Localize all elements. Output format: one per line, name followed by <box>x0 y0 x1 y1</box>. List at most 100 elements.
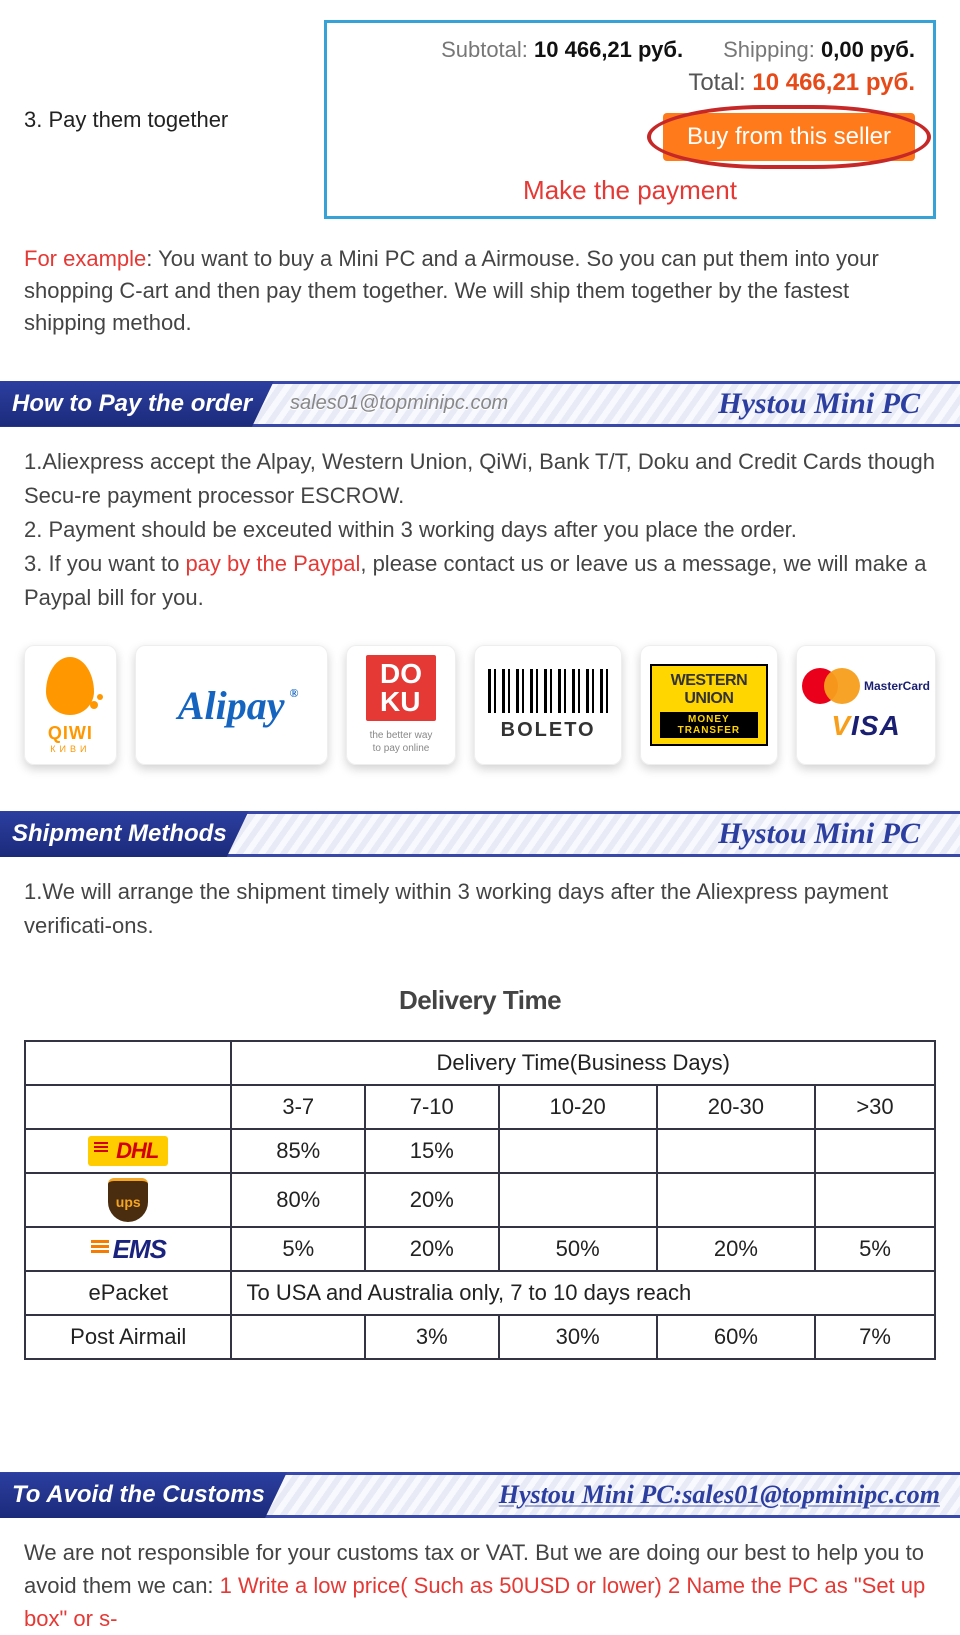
shipment-text: 1.We will arrange the shipment timely wi… <box>0 857 960 967</box>
epacket-label: ePacket <box>25 1271 231 1315</box>
subtotal-line: Subtotal: 10 466,21 руб. Shipping: 0,00 … <box>345 37 915 63</box>
table-row-ems: EMS 5% 20% 50% 20% 5% <box>25 1227 935 1271</box>
dhl-cell: DHL <box>25 1129 231 1173</box>
ems-3: 20% <box>657 1227 815 1271</box>
total-value: 10 466,21 руб. <box>752 69 915 96</box>
airmail-4: 7% <box>815 1315 935 1359</box>
doku-icon: DO KU <box>366 655 436 721</box>
table-row-ups: ups 80% 20% <box>25 1173 935 1227</box>
customs-paragraph: We are not responsible for your customs … <box>0 1518 960 1635</box>
buy-row: Buy from this seller <box>345 113 915 161</box>
wu-box: WESTERN UNION MONEY TRANSFER <box>650 664 768 746</box>
customs-title: To Avoid the Customs <box>0 1472 287 1518</box>
wu-top: WESTERN UNION <box>660 672 758 708</box>
col-3: 20-30 <box>657 1085 815 1129</box>
wu-bar: MONEY TRANSFER <box>660 712 758 738</box>
howpay-line3-red: pay by the Paypal <box>185 551 360 576</box>
howpay-line2: 2. Payment should be exceuted within 3 w… <box>24 513 936 547</box>
shipping-value: 0,00 руб. <box>821 37 915 62</box>
how-to-pay-email: sales01@topminipc.com <box>290 392 508 415</box>
brand-text-2: Hystou Mini PC <box>718 817 920 851</box>
airmail-1: 3% <box>365 1315 499 1359</box>
qiwi-label: QIWI <box>48 723 93 744</box>
ups-2 <box>499 1173 657 1227</box>
checkout-box: Subtotal: 10 466,21 руб. Shipping: 0,00 … <box>324 20 936 219</box>
credit-cards-logo: MasterCard VISA <box>796 645 936 765</box>
dhl-1: 15% <box>365 1129 499 1173</box>
example-paragraph: For example: You want to buy a Mini PC a… <box>0 229 960 369</box>
shipping-label: Shipping: <box>723 37 815 62</box>
buy-from-seller-button[interactable]: Buy from this seller <box>663 113 915 161</box>
ems-cell: EMS <box>25 1227 231 1271</box>
customs-header: To Avoid the Customs Hystou Mini PC:sale… <box>0 1472 960 1518</box>
table-empty <box>25 1085 231 1129</box>
total-label: Total: <box>688 69 745 96</box>
step-label: 3. Pay them together <box>24 107 294 133</box>
step-row: 3. Pay them together Subtotal: 10 466,21… <box>0 0 960 229</box>
airmail-label: Post Airmail <box>25 1315 231 1359</box>
brand-text: Hystou Mini PC <box>718 387 920 421</box>
airmail-0 <box>231 1315 365 1359</box>
ems-0: 5% <box>231 1227 365 1271</box>
payment-logos-row: QIWI КИВИ Alipay DO KU the better way to… <box>0 639 960 799</box>
dhl-3 <box>657 1129 815 1173</box>
delivery-table: Delivery Time(Business Days) 3-7 7-10 10… <box>24 1040 936 1360</box>
dhl-logo: DHL <box>88 1136 168 1166</box>
ems-2: 50% <box>499 1227 657 1271</box>
shipment-line1: 1.We will arrange the shipment timely wi… <box>24 875 936 943</box>
brand-text-3: Hystou Mini PC:sales01@topminipc.com <box>499 1480 940 1510</box>
alipay-logo: Alipay <box>135 645 328 765</box>
ups-0: 80% <box>231 1173 365 1227</box>
ups-4 <box>815 1173 935 1227</box>
table-row-dhl: DHL 85% 15% <box>25 1129 935 1173</box>
ups-cell: ups <box>25 1173 231 1227</box>
step-number: 3. <box>24 107 42 132</box>
subtotal-value: 10 466,21 руб. <box>534 37 683 62</box>
col-1: 7-10 <box>365 1085 499 1129</box>
qiwi-sub: КИВИ <box>50 744 90 754</box>
howpay-line3: 3. If you want to pay by the Paypal, ple… <box>24 547 936 615</box>
qiwi-icon <box>46 657 94 715</box>
table-row-airmail: Post Airmail 3% 30% 60% 7% <box>25 1315 935 1359</box>
ups-3 <box>657 1173 815 1227</box>
ups-1: 20% <box>365 1173 499 1227</box>
table-cols-row: 3-7 7-10 10-20 20-30 >30 <box>25 1085 935 1129</box>
total-line: Total: 10 466,21 руб. <box>345 69 915 97</box>
barcode-icon <box>488 669 608 713</box>
alipay-label: Alipay <box>178 682 285 729</box>
col-0: 3-7 <box>231 1085 365 1129</box>
subtotal-label: Subtotal: <box>441 37 528 62</box>
mastercard-logo: MasterCard <box>802 668 930 704</box>
example-prefix: For example <box>24 246 146 271</box>
table-header-span: Delivery Time(Business Days) <box>231 1041 935 1085</box>
qiwi-logo: QIWI КИВИ <box>24 645 117 765</box>
airmail-2: 30% <box>499 1315 657 1359</box>
col-4: >30 <box>815 1085 935 1129</box>
doku-sub: the better way to pay online <box>370 729 433 755</box>
mastercard-icon <box>802 668 860 704</box>
table-header-row: Delivery Time(Business Days) <box>25 1041 935 1085</box>
dhl-4 <box>815 1129 935 1173</box>
visa-label-rest: ISA <box>851 710 901 741</box>
table-empty-corner <box>25 1041 231 1085</box>
dhl-label: DHL <box>116 1138 158 1163</box>
ups-logo: ups <box>108 1178 148 1222</box>
make-payment-caption: Make the payment <box>345 175 915 206</box>
doku-logo: DO KU the better way to pay online <box>346 645 457 765</box>
col-2: 10-20 <box>499 1085 657 1129</box>
ems-1: 20% <box>365 1227 499 1271</box>
ems-4: 5% <box>815 1227 935 1271</box>
mastercard-label: MasterCard <box>864 679 930 693</box>
buy-button-label: Buy from this seller <box>687 123 891 150</box>
airmail-3: 60% <box>657 1315 815 1359</box>
table-row-epacket: ePacket To USA and Australia only, 7 to … <box>25 1271 935 1315</box>
boleto-logo: BOLETO <box>474 645 621 765</box>
epacket-span: To USA and Australia only, 7 to 10 days … <box>231 1271 935 1315</box>
visa-logo: VISA <box>831 710 900 742</box>
shipment-header: Shipment Methods Hystou Mini PC <box>0 811 960 857</box>
how-to-pay-header: How to Pay the order sales01@topminipc.c… <box>0 381 960 427</box>
dhl-0: 85% <box>231 1129 365 1173</box>
shipment-title: Shipment Methods <box>0 811 249 857</box>
boleto-label: BOLETO <box>501 719 596 742</box>
how-to-pay-title: How to Pay the order <box>0 381 274 427</box>
